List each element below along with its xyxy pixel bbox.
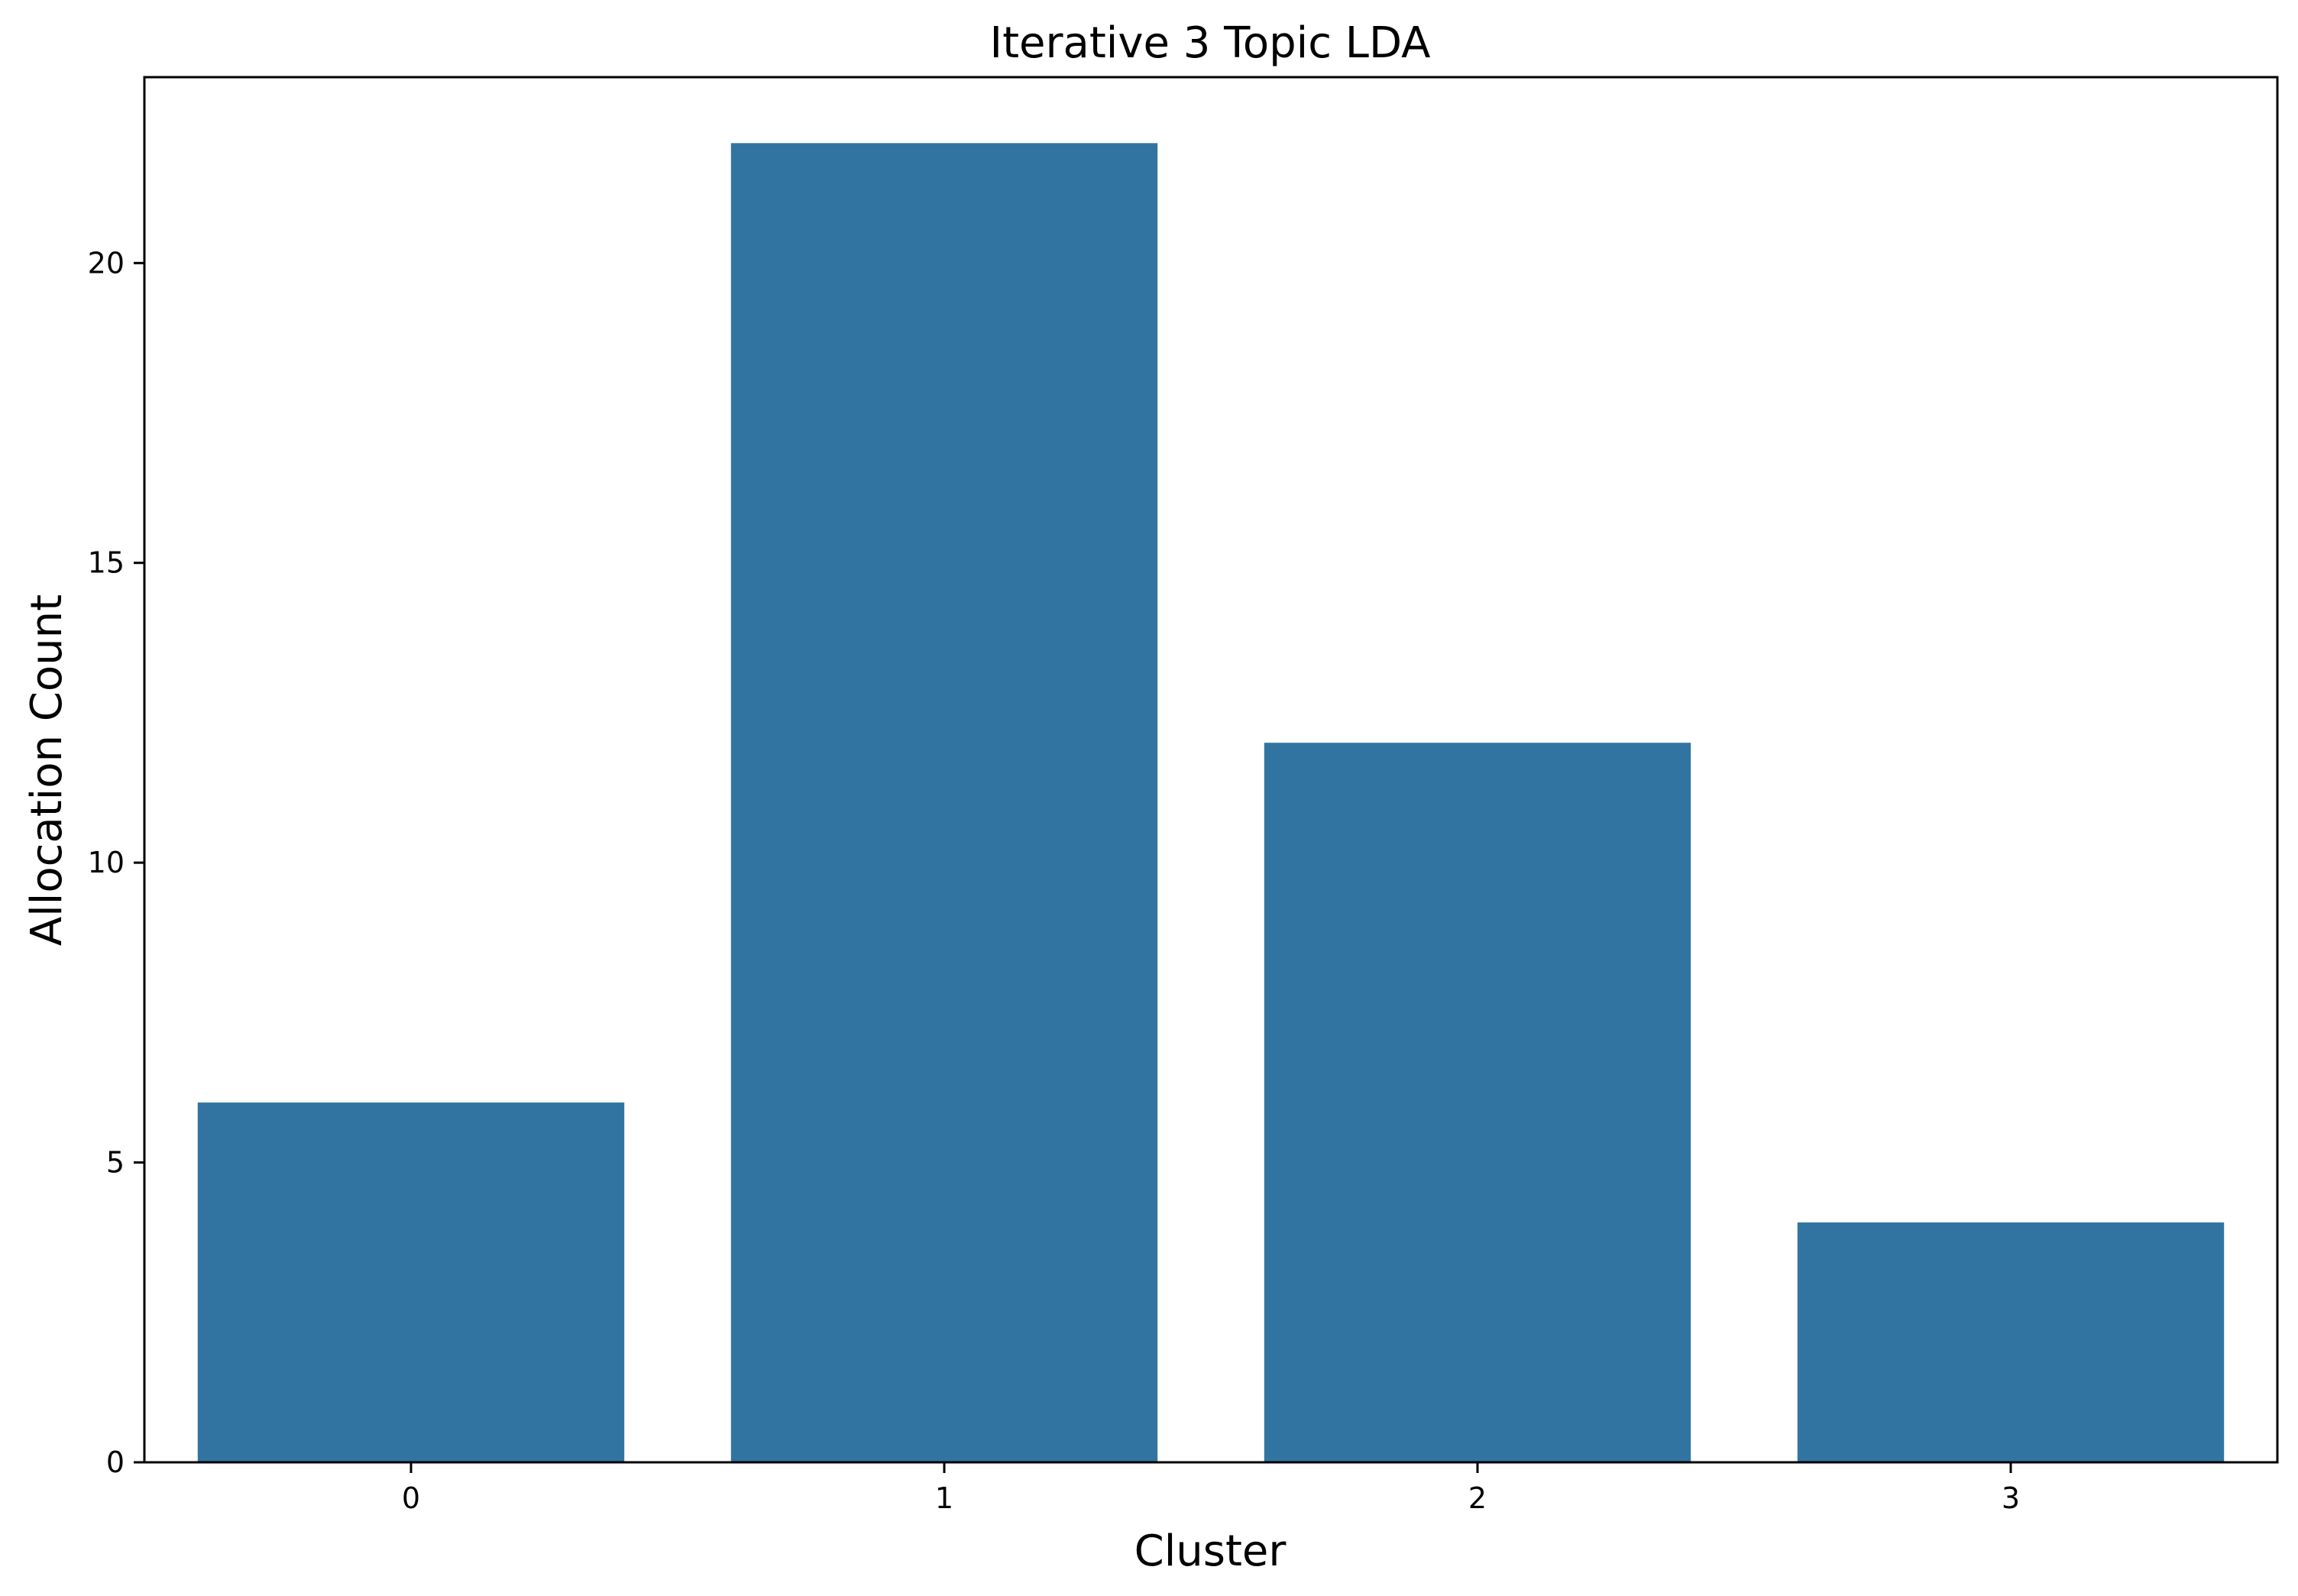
y-tick-label: 10 <box>88 846 125 879</box>
y-tick-label: 15 <box>88 546 125 580</box>
bar-cluster-0 <box>197 1102 625 1462</box>
bar-cluster-3 <box>1797 1222 2225 1462</box>
x-axis-ticks: 0 1 2 3 <box>402 1462 2020 1515</box>
x-tick-label: 1 <box>935 1481 953 1515</box>
x-axis-label: Cluster <box>1134 1526 1287 1576</box>
y-tick-label: 0 <box>106 1445 125 1479</box>
y-axis-label: Allocation Count <box>22 594 72 946</box>
bars-group <box>197 143 2225 1462</box>
x-tick-label: 0 <box>402 1481 420 1515</box>
y-axis-ticks: 0 5 10 15 20 <box>88 246 144 1479</box>
x-tick-label: 3 <box>2002 1481 2020 1515</box>
y-tick-label: 20 <box>88 246 125 280</box>
chart-title: Iterative 3 Topic LDA <box>990 18 1431 68</box>
x-tick-label: 2 <box>1468 1481 1487 1515</box>
bar-cluster-1 <box>730 143 1158 1462</box>
bar-cluster-2 <box>1264 743 1691 1462</box>
y-tick-label: 5 <box>106 1146 125 1180</box>
plot-frame <box>143 76 2279 1464</box>
